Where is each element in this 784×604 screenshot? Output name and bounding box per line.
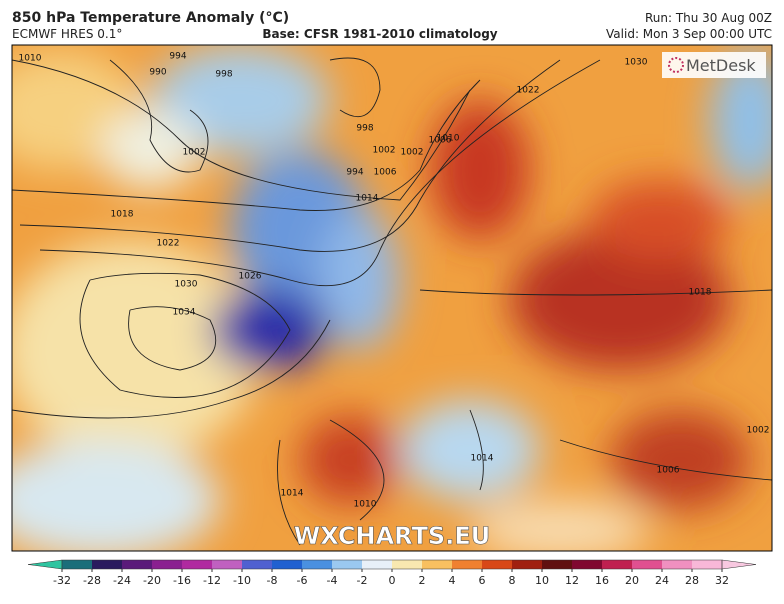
- colorbar-tick-label: 4: [449, 574, 456, 587]
- colorbar-tick-label: 8: [509, 574, 516, 587]
- colorbar-tick-label: -32: [53, 574, 71, 587]
- isobar-label: 1014: [356, 194, 379, 204]
- colorbar-tick-label: 16: [595, 574, 609, 587]
- model: ECMWF HRES 0.1°: [12, 27, 122, 41]
- isobar-label: 1002: [183, 148, 206, 158]
- colorbar-tick-label: -4: [327, 574, 338, 587]
- isobar-label: 1006: [374, 168, 397, 178]
- isobar-label: 994: [169, 52, 186, 62]
- colorbar-end: [27, 559, 63, 570]
- colorbar-tick-label: 0: [389, 574, 396, 587]
- map: [12, 45, 772, 551]
- colorbar-tick-label: 24: [655, 574, 669, 587]
- colorbar-segment: [692, 560, 723, 569]
- colorbar-segment: [302, 560, 333, 569]
- colorbar-tick-label: 28: [685, 574, 699, 587]
- colorbar-segment: [152, 560, 183, 569]
- colorbar-segment: [512, 560, 543, 569]
- logo-icon: [668, 57, 684, 73]
- valid: Valid: Mon 3 Sep 00:00 UTC: [606, 27, 772, 41]
- colorbar-tick-label: -20: [143, 574, 161, 587]
- colorbar-tick-label: -8: [267, 574, 278, 587]
- isobar-label: 1014: [471, 454, 494, 464]
- isobar-label: 1010: [354, 500, 377, 510]
- colorbar-tick-label: -2: [357, 574, 368, 587]
- colorbar-segment: [212, 560, 243, 569]
- colorbar-tick-label: -10: [233, 574, 251, 587]
- isobar-label: 1002: [373, 146, 396, 156]
- colorbar-tick-label: 10: [535, 574, 549, 587]
- watermark: WXCHARTS.EU: [294, 522, 490, 550]
- colorbar-segment: [272, 560, 303, 569]
- colorbar-segment: [122, 560, 153, 569]
- colorbar-segment: [182, 560, 213, 569]
- colorbar-tick-label: -6: [297, 574, 308, 587]
- map-frame: [11, 44, 773, 552]
- isobar-label: 1002: [747, 426, 770, 436]
- colorbar-segment: [452, 560, 483, 569]
- isobar-label: 1010: [437, 134, 460, 144]
- isobar-label: 1030: [175, 280, 198, 290]
- colorbar-segment: [542, 560, 573, 569]
- base: Base: CFSR 1981-2010 climatology: [262, 27, 497, 41]
- isobar-label: 1006: [657, 466, 680, 476]
- isobar-label: 1010: [19, 54, 42, 64]
- isobar-label: 1018: [111, 210, 134, 220]
- colorbar-tick-label: -12: [203, 574, 221, 587]
- isobar-label: 1014: [281, 489, 304, 499]
- isobar-label: 1018: [689, 288, 712, 298]
- colorbar-segment: [662, 560, 693, 569]
- logo: MetDesk: [686, 56, 756, 75]
- colorbar-tick-label: 2: [419, 574, 426, 587]
- colorbar-segment: [362, 560, 393, 569]
- isobar-label: 990: [149, 68, 166, 78]
- colorbar-tick-label: 6: [479, 574, 486, 587]
- isobar-label: 1006: [429, 136, 452, 146]
- logo-box: [662, 52, 766, 78]
- colorbar-end: [721, 559, 757, 570]
- colorbar-segment: [92, 560, 123, 569]
- colorbar-segment: [422, 560, 453, 569]
- isobar-label: 1026: [239, 272, 262, 282]
- colorbar-tick-label: -28: [83, 574, 101, 587]
- colorbar: -32 -28 -24 -20 -16 -12 -10 -8 -6 -4 -2 0 2 4 6 8 10 12 16…: [27, 559, 757, 587]
- colorbar-tick-label: 32: [715, 574, 729, 587]
- colorbar-segment: [392, 560, 423, 569]
- colorbar-segment: [242, 560, 273, 569]
- colorbar-segment: [482, 560, 513, 569]
- run: Run: Thu 30 Aug 00Z: [645, 11, 772, 25]
- isobar-label: 994: [346, 168, 363, 178]
- isobar-label: 998: [356, 124, 373, 134]
- isobar-label: 1002: [401, 148, 424, 158]
- isobar-label: 1022: [157, 239, 180, 249]
- colorbar-tick-label: 20: [625, 574, 639, 587]
- colorbar-segment: [632, 560, 663, 569]
- colorbar-tick-label: -16: [173, 574, 191, 587]
- isobar-labels: 1010990994100299810021006994998100210101…: [19, 52, 770, 510]
- colorbar-segment: [602, 560, 633, 569]
- colorbar-segment: [332, 560, 363, 569]
- colorbar-segment: [62, 560, 93, 569]
- isobar-label: 1022: [517, 86, 540, 96]
- isobar-label: 1030: [625, 58, 648, 68]
- colorbar-tick-label: 12: [565, 574, 579, 587]
- isobar-label: 998: [215, 70, 232, 80]
- colorbar-tick-label: -24: [113, 574, 131, 587]
- title: 850 hPa Temperature Anomaly (°C): [12, 10, 289, 26]
- colorbar-segment: [572, 560, 603, 569]
- isobar-label: 1034: [173, 308, 196, 318]
